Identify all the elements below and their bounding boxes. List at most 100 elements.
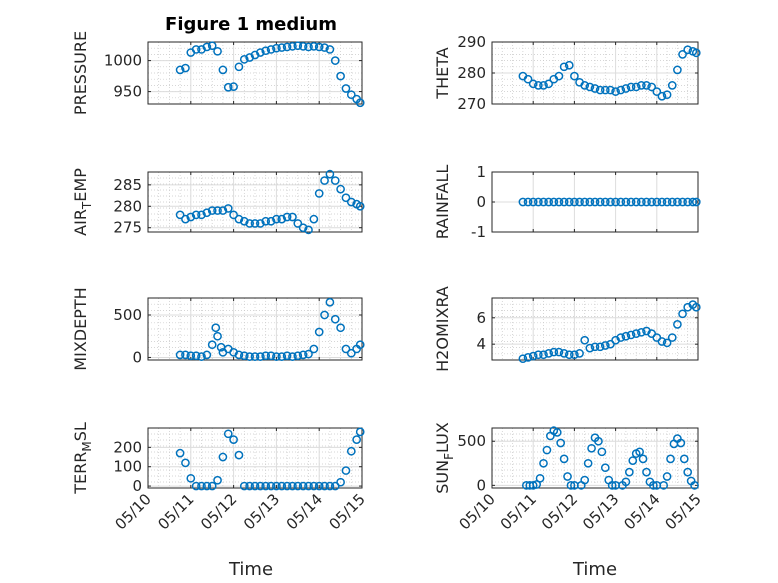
x-tick-label: 05/10 (456, 490, 499, 533)
data-point (691, 197, 701, 207)
y-axis-label-part: SL (71, 422, 90, 441)
data-point (628, 456, 638, 465)
data-point (570, 71, 579, 81)
data-point (223, 204, 233, 213)
y-axis-label-part: TERR (71, 452, 90, 495)
data-point (175, 65, 185, 75)
data-point (355, 98, 365, 108)
data-point (585, 197, 595, 207)
data-point (585, 343, 595, 353)
data-point (566, 481, 576, 490)
data-point (288, 352, 297, 361)
data-point (223, 429, 233, 439)
data-point (691, 48, 701, 58)
data-point (657, 197, 667, 207)
data-point (518, 354, 528, 364)
data-point (218, 65, 228, 75)
data-point (250, 481, 260, 491)
data-point (288, 41, 297, 51)
y-axis-label: H2OMIXRA (433, 286, 452, 372)
data-point (523, 353, 533, 362)
data-point (186, 351, 196, 361)
y-tick-label: 100 (113, 458, 142, 476)
x-tick-label: 05/15 (326, 490, 369, 533)
y-tick-label: 270 (457, 95, 486, 113)
data-point (207, 340, 217, 350)
data-point (245, 219, 254, 228)
data-point (564, 197, 574, 207)
data-point (683, 197, 693, 207)
data-point (261, 481, 271, 491)
data-point (657, 337, 667, 346)
data-point (341, 344, 351, 354)
x-tick-label: 05/12 (197, 490, 240, 533)
data-point (647, 82, 657, 92)
data-point (282, 351, 292, 361)
data-point (181, 350, 190, 360)
x-axis-label-left: Time (228, 559, 273, 580)
data-point (211, 323, 221, 333)
data-point (320, 176, 329, 185)
data-point (213, 331, 222, 341)
data-point (662, 472, 672, 481)
y-tick-label: 280 (457, 64, 486, 82)
y-tick-label: 0 (476, 476, 486, 494)
data-point (683, 467, 693, 477)
data-point (544, 79, 554, 89)
data-point (662, 338, 672, 348)
data-point (595, 342, 605, 352)
y-axis-label-part: EMP (71, 168, 90, 202)
data-point (234, 350, 244, 360)
y-axis-label: PRESSURE (71, 31, 90, 115)
data-point (580, 475, 590, 485)
data-point (223, 82, 233, 92)
data-point (626, 330, 636, 340)
data-point (293, 41, 303, 51)
y-tick-label: 0 (476, 193, 486, 211)
data-point (587, 443, 596, 453)
data-point (213, 46, 222, 56)
data-point (580, 81, 590, 90)
data-point (355, 201, 365, 211)
data-point (309, 214, 319, 224)
data-point (325, 481, 335, 491)
data-point (197, 481, 206, 491)
data-point (336, 184, 345, 194)
data-point (282, 42, 292, 52)
y-axis-label-part: LUX (433, 422, 452, 453)
data-point (202, 208, 212, 218)
data-point (611, 197, 620, 207)
data-point (229, 435, 238, 444)
data-point (239, 351, 249, 361)
data-point (652, 197, 662, 207)
data-point (314, 327, 324, 337)
data-point (556, 438, 566, 448)
data-point (570, 197, 579, 207)
data-point (298, 481, 308, 491)
data-point (549, 347, 559, 357)
data-point (355, 427, 365, 437)
y-axis-label-part: SUN (433, 460, 452, 494)
data-point (539, 81, 548, 90)
data-point (616, 333, 626, 342)
data-point (642, 467, 651, 477)
data-point (245, 481, 254, 491)
y-tick-label: 0 (132, 477, 142, 495)
subplot-rainfall: -1 0 1 RAINFALL (433, 163, 701, 241)
data-point (611, 87, 620, 96)
data-point (261, 351, 271, 361)
data-point (673, 197, 682, 207)
data-point (616, 197, 626, 207)
data-point (191, 481, 201, 491)
data-point (304, 349, 313, 359)
data-point (542, 445, 552, 455)
data-point (266, 45, 276, 54)
data-point (186, 473, 196, 483)
data-point (575, 197, 584, 207)
data-point (642, 197, 651, 207)
data-point (631, 197, 641, 207)
data-point (207, 206, 217, 215)
data-point (346, 90, 356, 100)
data-point (298, 223, 308, 233)
